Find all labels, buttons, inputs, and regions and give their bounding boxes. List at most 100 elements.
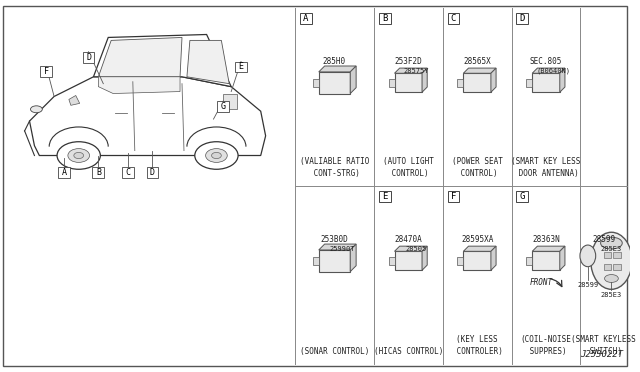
Text: E: E: [239, 62, 244, 71]
Polygon shape: [29, 77, 266, 155]
Text: (B0640N): (B0640N): [537, 68, 571, 74]
Text: (SONAR CONTROL): (SONAR CONTROL): [300, 347, 369, 356]
Polygon shape: [491, 246, 496, 270]
Text: 25990T: 25990T: [330, 246, 355, 252]
Text: J253022T: J253022T: [580, 350, 623, 359]
Text: 28505: 28505: [406, 246, 427, 252]
Bar: [394, 251, 422, 270]
Ellipse shape: [591, 232, 632, 289]
Text: A: A: [61, 168, 67, 177]
Text: FRONT: FRONT: [529, 278, 553, 287]
Text: (VALIABLE RATIO
 CONT-STRG): (VALIABLE RATIO CONT-STRG): [300, 157, 369, 178]
Bar: [394, 73, 422, 92]
Text: F: F: [451, 192, 456, 201]
Bar: [613, 252, 621, 258]
Text: E: E: [382, 192, 387, 201]
Ellipse shape: [195, 142, 238, 169]
Bar: [300, 13, 312, 24]
Text: (SMART KEY LESS
 DOOR ANTENNA): (SMART KEY LESS DOOR ANTENNA): [511, 157, 580, 178]
Ellipse shape: [74, 153, 84, 158]
Polygon shape: [422, 68, 428, 92]
Polygon shape: [99, 38, 182, 77]
Bar: [463, 73, 491, 92]
Text: 285E3: 285E3: [601, 292, 622, 298]
Bar: [604, 252, 611, 258]
Bar: [147, 167, 158, 178]
Bar: [447, 13, 460, 24]
Bar: [40, 67, 52, 77]
Bar: [313, 79, 319, 87]
Text: 28575Y: 28575Y: [403, 68, 429, 74]
Polygon shape: [463, 246, 496, 251]
Bar: [379, 191, 390, 202]
Text: SEC.805: SEC.805: [530, 57, 562, 65]
Bar: [458, 257, 463, 265]
Ellipse shape: [57, 142, 100, 169]
Bar: [516, 13, 528, 24]
Polygon shape: [491, 68, 496, 92]
Polygon shape: [560, 246, 565, 270]
Bar: [458, 79, 463, 87]
Polygon shape: [99, 77, 180, 93]
Bar: [319, 72, 350, 93]
Bar: [604, 264, 611, 270]
Bar: [388, 79, 394, 87]
Bar: [388, 257, 394, 265]
Text: 28470A: 28470A: [394, 235, 422, 244]
Text: (AUTO LIGHT
 CONTROL): (AUTO LIGHT CONTROL): [383, 157, 434, 178]
Bar: [532, 251, 560, 270]
Polygon shape: [532, 246, 565, 251]
Ellipse shape: [205, 149, 227, 163]
Bar: [223, 93, 237, 109]
Bar: [447, 191, 460, 202]
Ellipse shape: [31, 106, 42, 113]
Text: (POWER SEAT
 CONTROL): (POWER SEAT CONTROL): [452, 157, 502, 178]
Text: F: F: [44, 67, 49, 76]
Text: 28595XA: 28595XA: [461, 235, 493, 244]
Polygon shape: [319, 66, 356, 72]
Bar: [516, 191, 528, 202]
Bar: [313, 257, 319, 265]
Polygon shape: [350, 244, 356, 272]
Bar: [122, 167, 134, 178]
Bar: [92, 167, 104, 178]
Text: B: B: [96, 168, 101, 177]
Text: A: A: [303, 14, 308, 23]
Polygon shape: [319, 244, 356, 250]
Polygon shape: [69, 96, 80, 105]
Text: C: C: [125, 168, 131, 177]
Text: 253B0D: 253B0D: [321, 235, 348, 244]
Text: C: C: [451, 14, 456, 23]
Text: 253F2D: 253F2D: [394, 57, 422, 65]
Text: G: G: [221, 102, 226, 111]
Polygon shape: [394, 68, 428, 73]
Polygon shape: [187, 41, 229, 84]
Bar: [235, 61, 247, 73]
Polygon shape: [532, 68, 565, 73]
Bar: [526, 79, 532, 87]
Text: 28599: 28599: [592, 235, 615, 244]
Text: (KEY LESS
 CONTROLER): (KEY LESS CONTROLER): [452, 336, 502, 356]
Bar: [379, 13, 390, 24]
Text: 28565X: 28565X: [463, 57, 491, 65]
Text: 28599: 28599: [577, 282, 598, 288]
Ellipse shape: [605, 275, 618, 282]
Polygon shape: [463, 68, 496, 73]
Text: G: G: [520, 192, 525, 201]
Bar: [218, 101, 229, 112]
Text: (SMART KEYLESS
 SWITCH): (SMART KEYLESS SWITCH): [571, 336, 636, 356]
Ellipse shape: [580, 245, 596, 267]
Text: 285E3: 285E3: [601, 246, 622, 252]
Text: (COIL-NOISE
 SUPPRES): (COIL-NOISE SUPPRES): [520, 336, 572, 356]
Text: D: D: [86, 52, 91, 62]
Polygon shape: [560, 68, 565, 92]
Bar: [526, 257, 532, 265]
Text: B: B: [382, 14, 387, 23]
Bar: [319, 250, 350, 272]
Bar: [613, 264, 621, 270]
Text: (HICAS CONTROL): (HICAS CONTROL): [374, 347, 443, 356]
Polygon shape: [350, 66, 356, 93]
Bar: [83, 52, 95, 62]
Polygon shape: [394, 246, 428, 251]
Text: D: D: [520, 14, 525, 23]
